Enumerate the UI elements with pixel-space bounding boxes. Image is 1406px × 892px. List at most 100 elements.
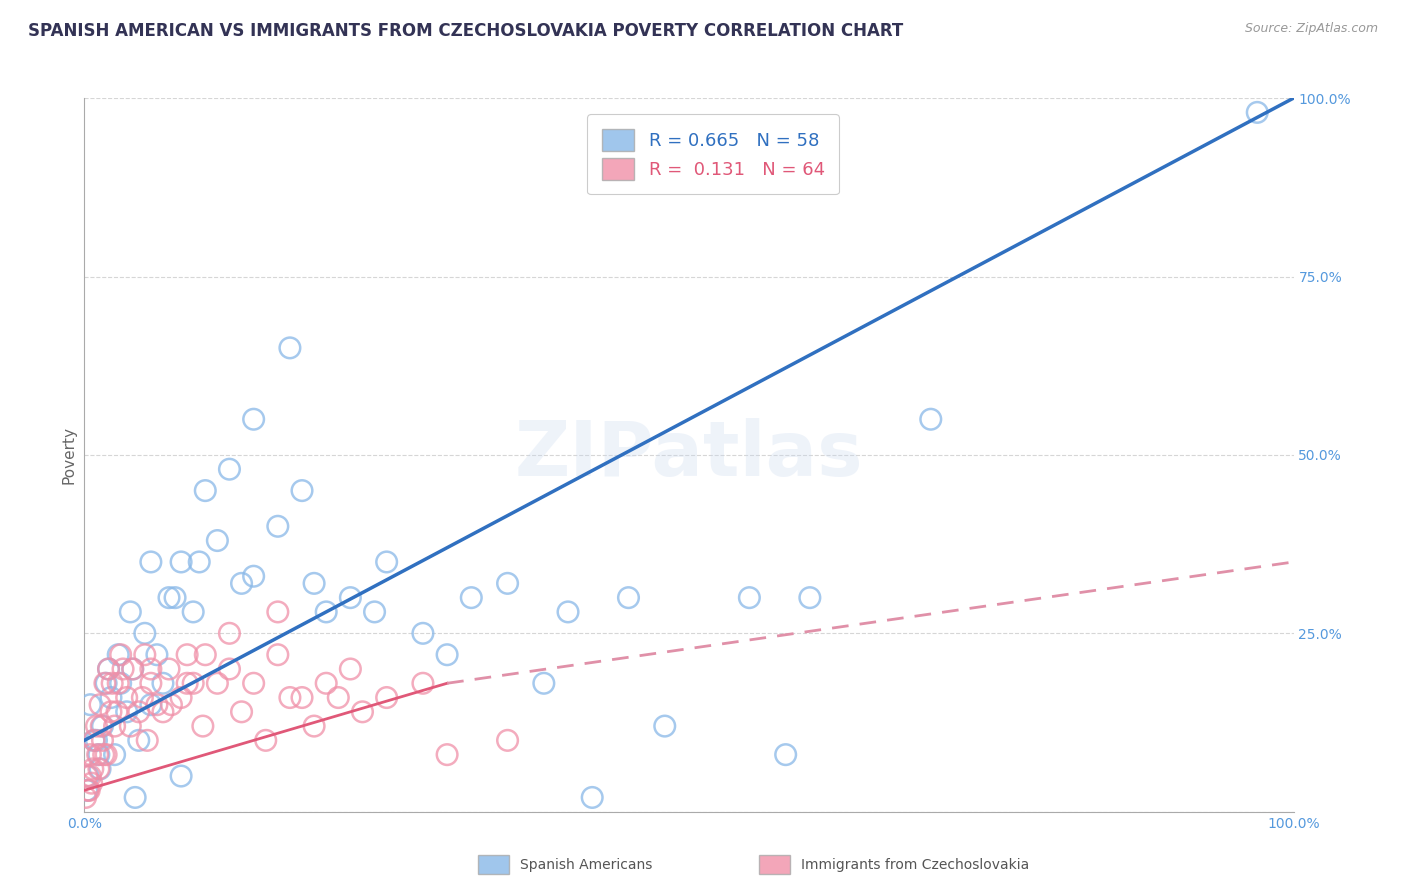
- Point: [107, 648, 129, 662]
- Point: [139, 676, 162, 690]
- Point: [617, 591, 640, 605]
- Point: [128, 733, 150, 747]
- Point: [152, 705, 174, 719]
- Point: [94, 676, 117, 690]
- Point: [112, 662, 135, 676]
- Point: [79, 769, 101, 783]
- Point: [218, 462, 240, 476]
- Point: [101, 676, 124, 690]
- Point: [83, 733, 105, 747]
- Point: [120, 605, 142, 619]
- Point: [363, 605, 385, 619]
- Point: [278, 690, 301, 705]
- Point: [91, 733, 114, 747]
- Point: [654, 719, 676, 733]
- Point: [94, 747, 117, 762]
- Point: [76, 783, 98, 797]
- Point: [134, 648, 156, 662]
- Point: [278, 341, 301, 355]
- Point: [100, 690, 122, 705]
- Point: [75, 790, 97, 805]
- Point: [375, 555, 398, 569]
- Point: [89, 698, 111, 712]
- Point: [302, 576, 325, 591]
- Point: [496, 576, 519, 591]
- Point: [218, 626, 240, 640]
- Point: [412, 626, 434, 640]
- Point: [115, 690, 138, 705]
- Point: [86, 719, 108, 733]
- Point: [231, 576, 253, 591]
- Point: [97, 662, 120, 676]
- Point: [128, 705, 150, 719]
- Point: [115, 705, 138, 719]
- Point: [157, 591, 180, 605]
- Point: [1246, 105, 1268, 120]
- Point: [188, 555, 211, 569]
- Text: Source: ZipAtlas.com: Source: ZipAtlas.com: [1244, 22, 1378, 36]
- Point: [94, 676, 117, 690]
- Point: [107, 676, 129, 690]
- Point: [89, 762, 111, 776]
- Point: [291, 483, 314, 498]
- Point: [242, 569, 264, 583]
- Point: [139, 555, 162, 569]
- Point: [181, 676, 204, 690]
- Point: [218, 662, 240, 676]
- Point: [120, 719, 142, 733]
- Point: [339, 591, 361, 605]
- Point: [254, 733, 277, 747]
- Point: [87, 762, 110, 776]
- Point: [412, 676, 434, 690]
- Point: [920, 412, 942, 426]
- Point: [194, 648, 217, 662]
- Text: Spanish Americans: Spanish Americans: [520, 858, 652, 872]
- Point: [581, 790, 603, 805]
- Point: [207, 676, 229, 690]
- Point: [194, 483, 217, 498]
- Point: [80, 776, 103, 790]
- Point: [176, 648, 198, 662]
- Point: [139, 662, 162, 676]
- Point: [86, 747, 108, 762]
- Point: [146, 648, 169, 662]
- Point: [738, 591, 761, 605]
- Point: [207, 533, 229, 548]
- Point: [170, 555, 193, 569]
- Point: [191, 719, 214, 733]
- Point: [496, 733, 519, 747]
- Point: [131, 690, 153, 705]
- Point: [87, 747, 110, 762]
- Point: [176, 676, 198, 690]
- Point: [93, 747, 115, 762]
- Point: [302, 719, 325, 733]
- Point: [291, 690, 314, 705]
- Point: [352, 705, 374, 719]
- Point: [104, 747, 127, 762]
- Point: [86, 733, 108, 747]
- Text: ZIPatlas: ZIPatlas: [515, 418, 863, 491]
- Point: [76, 769, 98, 783]
- Point: [267, 605, 290, 619]
- Point: [775, 747, 797, 762]
- Point: [315, 605, 337, 619]
- Point: [83, 733, 105, 747]
- Point: [121, 662, 143, 676]
- Point: [77, 783, 100, 797]
- Point: [79, 747, 101, 762]
- Point: [181, 605, 204, 619]
- Point: [77, 783, 100, 797]
- Text: SPANISH AMERICAN VS IMMIGRANTS FROM CZECHOSLOVAKIA POVERTY CORRELATION CHART: SPANISH AMERICAN VS IMMIGRANTS FROM CZEC…: [28, 22, 904, 40]
- Point: [160, 698, 183, 712]
- Point: [91, 719, 114, 733]
- Point: [121, 662, 143, 676]
- Legend: R = 0.665   N = 58, R =  0.131   N = 64: R = 0.665 N = 58, R = 0.131 N = 64: [588, 114, 839, 194]
- Point: [146, 698, 169, 712]
- Text: Immigrants from Czechoslovakia: Immigrants from Czechoslovakia: [801, 858, 1029, 872]
- Point: [97, 662, 120, 676]
- Point: [152, 676, 174, 690]
- Point: [267, 519, 290, 533]
- Point: [82, 762, 104, 776]
- Point: [110, 648, 132, 662]
- Point: [231, 705, 253, 719]
